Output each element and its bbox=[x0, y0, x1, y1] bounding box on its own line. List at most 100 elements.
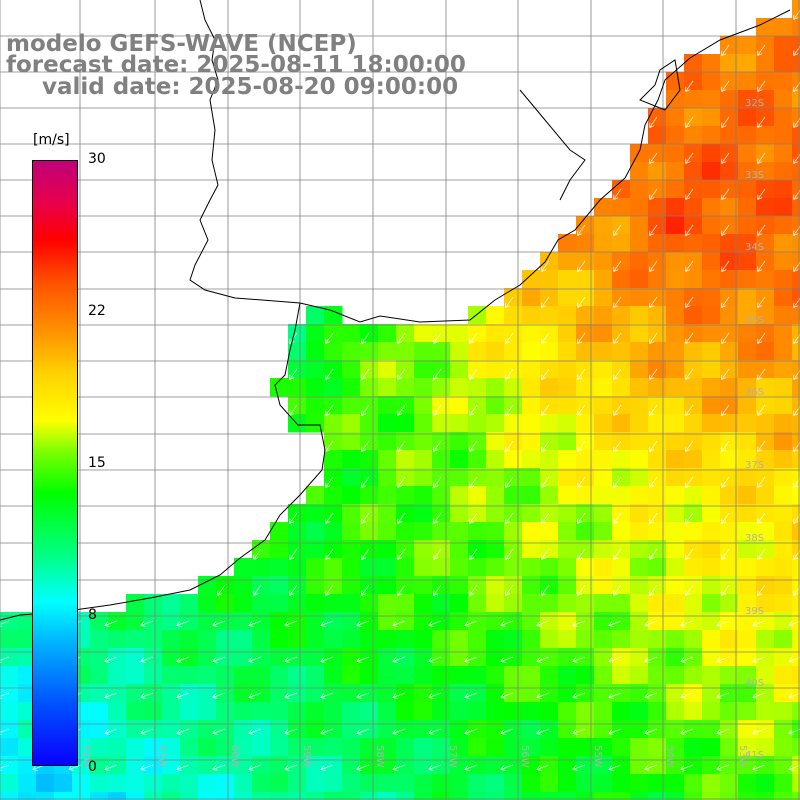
wind-speed-cell bbox=[558, 288, 577, 307]
wind-speed-cell bbox=[306, 594, 325, 613]
wind-speed-cell bbox=[396, 522, 415, 541]
wind-speed-cell bbox=[540, 684, 559, 703]
wind-speed-cell bbox=[468, 720, 487, 739]
wind-speed-cell bbox=[540, 612, 559, 631]
lat-label: 37S bbox=[745, 460, 764, 471]
wind-speed-cell bbox=[522, 720, 541, 739]
wind-speed-cell bbox=[774, 738, 793, 757]
wind-speed-cell bbox=[774, 324, 793, 343]
lon-label: 56W bbox=[519, 745, 530, 768]
wind-speed-cell bbox=[270, 720, 289, 739]
wind-speed-cell bbox=[288, 630, 307, 649]
wind-speed-cell bbox=[702, 234, 721, 253]
lon-label: 53W bbox=[737, 745, 748, 768]
wind-speed-cell bbox=[342, 594, 361, 613]
wind-speed-cell bbox=[306, 612, 325, 631]
wind-speed-cell bbox=[684, 414, 703, 433]
wind-speed-cell bbox=[414, 324, 433, 343]
wind-speed-cell bbox=[558, 378, 577, 397]
wind-speed-cell bbox=[126, 684, 145, 703]
wind-speed-cell bbox=[468, 774, 487, 793]
wind-speed-cell bbox=[522, 324, 541, 343]
wind-speed-cell bbox=[162, 702, 181, 721]
wind-speed-cell bbox=[468, 612, 487, 631]
wind-speed-cell bbox=[324, 648, 343, 667]
wind-speed-cell bbox=[504, 450, 523, 469]
wind-speed-cell bbox=[396, 756, 415, 775]
wind-speed-cell bbox=[468, 648, 487, 667]
wind-speed-cell bbox=[594, 414, 613, 433]
wind-speed-cell bbox=[774, 72, 793, 91]
wind-speed-cell bbox=[756, 54, 775, 73]
wind-speed-cell bbox=[666, 306, 685, 325]
wind-speed-cell bbox=[342, 486, 361, 505]
wind-speed-cell bbox=[702, 324, 721, 343]
wind-speed-cell bbox=[774, 558, 793, 577]
wind-speed-cell bbox=[612, 774, 631, 793]
wind-speed-cell bbox=[216, 702, 235, 721]
wind-speed-cell bbox=[144, 594, 163, 613]
wind-speed-cell bbox=[576, 234, 595, 253]
wind-speed-cell bbox=[414, 378, 433, 397]
wind-speed-cell bbox=[540, 378, 559, 397]
wind-speed-cell bbox=[576, 774, 595, 793]
wind-speed-cell bbox=[450, 612, 469, 631]
wind-speed-cell bbox=[270, 684, 289, 703]
lon-label: 57W bbox=[447, 745, 458, 768]
wind-speed-cell bbox=[612, 558, 631, 577]
wind-speed-cell bbox=[396, 342, 415, 361]
wind-speed-cell bbox=[198, 738, 217, 757]
wind-speed-cell bbox=[414, 342, 433, 361]
wind-speed-cell bbox=[756, 270, 775, 289]
wind-speed-cell bbox=[252, 666, 271, 685]
wind-speed-cell bbox=[576, 612, 595, 631]
wind-speed-cell bbox=[0, 666, 19, 685]
wind-speed-cell bbox=[612, 342, 631, 361]
wind-speed-cell bbox=[414, 468, 433, 487]
wind-speed-cell bbox=[306, 684, 325, 703]
wind-speed-cell bbox=[90, 684, 109, 703]
wind-speed-cell bbox=[0, 774, 19, 793]
wind-speed-cell bbox=[414, 396, 433, 415]
wind-speed-cell bbox=[702, 684, 721, 703]
lat-label: 33S bbox=[745, 170, 764, 181]
wind-speed-cell bbox=[486, 702, 505, 721]
wind-speed-cell bbox=[666, 144, 685, 163]
wind-speed-cell bbox=[414, 360, 433, 379]
wind-speed-cell bbox=[630, 414, 649, 433]
wind-speed-cell bbox=[630, 630, 649, 649]
wind-speed-cell bbox=[576, 486, 595, 505]
wind-speed-cell bbox=[594, 468, 613, 487]
wind-speed-cell bbox=[396, 648, 415, 667]
wind-speed-cell bbox=[504, 774, 523, 793]
wind-speed-cell bbox=[198, 666, 217, 685]
wind-speed-cell bbox=[702, 648, 721, 667]
wind-speed-cell bbox=[144, 702, 163, 721]
wind-speed-cell bbox=[306, 414, 325, 433]
wind-speed-cell bbox=[684, 702, 703, 721]
wind-speed-cell bbox=[414, 630, 433, 649]
wind-speed-cell bbox=[522, 468, 541, 487]
wind-speed-cell bbox=[666, 720, 685, 739]
wind-speed-cell bbox=[288, 702, 307, 721]
wind-speed-cell bbox=[486, 648, 505, 667]
wind-speed-cell bbox=[378, 576, 397, 595]
wind-speed-cell bbox=[450, 522, 469, 541]
wind-speed-cell bbox=[594, 684, 613, 703]
wind-speed-cell bbox=[576, 630, 595, 649]
wind-speed-cell bbox=[702, 162, 721, 181]
wind-speed-cell bbox=[630, 234, 649, 253]
wind-speed-cell bbox=[342, 342, 361, 361]
wind-speed-cell bbox=[558, 234, 577, 253]
wind-speed-cell bbox=[144, 684, 163, 703]
wind-speed-cell bbox=[270, 702, 289, 721]
wind-speed-cell bbox=[648, 234, 667, 253]
wind-speed-cell bbox=[360, 342, 379, 361]
wind-speed-cell bbox=[486, 594, 505, 613]
wind-speed-cell bbox=[252, 702, 271, 721]
lat-label: 39S bbox=[745, 606, 764, 617]
wind-speed-cell bbox=[504, 414, 523, 433]
lat-label: 32S bbox=[745, 98, 764, 109]
wind-speed-cell bbox=[702, 666, 721, 685]
wind-speed-cell bbox=[702, 522, 721, 541]
